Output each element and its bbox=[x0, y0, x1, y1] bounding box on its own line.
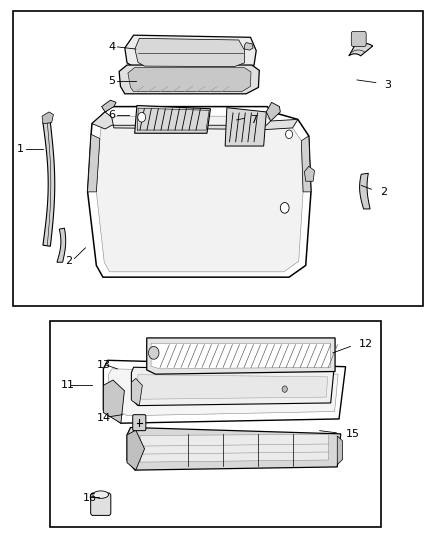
Polygon shape bbox=[57, 228, 66, 262]
Bar bbox=[50, 321, 381, 527]
Polygon shape bbox=[43, 123, 55, 246]
Polygon shape bbox=[140, 450, 328, 462]
Circle shape bbox=[148, 346, 159, 359]
FancyBboxPatch shape bbox=[351, 31, 366, 46]
Text: 5: 5 bbox=[109, 76, 116, 86]
Polygon shape bbox=[119, 65, 259, 94]
Circle shape bbox=[280, 203, 289, 213]
FancyBboxPatch shape bbox=[91, 493, 111, 515]
Polygon shape bbox=[337, 436, 343, 465]
Polygon shape bbox=[92, 112, 298, 130]
Text: 4: 4 bbox=[109, 42, 116, 52]
Polygon shape bbox=[103, 380, 124, 423]
Polygon shape bbox=[103, 360, 346, 423]
Circle shape bbox=[286, 130, 293, 139]
Circle shape bbox=[138, 112, 145, 122]
Polygon shape bbox=[109, 369, 338, 416]
Polygon shape bbox=[125, 35, 256, 70]
Text: 7: 7 bbox=[250, 115, 257, 125]
Text: 15: 15 bbox=[346, 430, 360, 439]
Polygon shape bbox=[140, 434, 328, 446]
Polygon shape bbox=[147, 338, 335, 374]
Polygon shape bbox=[244, 43, 253, 50]
Polygon shape bbox=[135, 38, 244, 67]
Text: 16: 16 bbox=[82, 494, 96, 503]
Polygon shape bbox=[136, 375, 328, 399]
Ellipse shape bbox=[93, 491, 109, 498]
Polygon shape bbox=[96, 116, 303, 272]
Text: 14: 14 bbox=[97, 414, 111, 423]
Polygon shape bbox=[127, 430, 145, 470]
Polygon shape bbox=[304, 166, 314, 181]
Text: 11: 11 bbox=[60, 380, 74, 390]
Text: 2: 2 bbox=[65, 256, 72, 266]
Polygon shape bbox=[131, 378, 142, 406]
Polygon shape bbox=[127, 427, 341, 470]
Polygon shape bbox=[140, 442, 328, 454]
Polygon shape bbox=[349, 43, 373, 56]
Polygon shape bbox=[42, 112, 53, 124]
Polygon shape bbox=[128, 68, 251, 92]
Text: 6: 6 bbox=[109, 110, 116, 120]
Text: 3: 3 bbox=[385, 80, 392, 90]
Polygon shape bbox=[88, 107, 311, 277]
Bar bbox=[13, 11, 423, 306]
Polygon shape bbox=[301, 136, 311, 192]
Polygon shape bbox=[225, 108, 266, 146]
Polygon shape bbox=[88, 134, 100, 192]
Text: 2: 2 bbox=[380, 187, 387, 197]
Text: 13: 13 bbox=[96, 360, 110, 370]
Circle shape bbox=[282, 386, 287, 392]
Text: 1: 1 bbox=[17, 144, 24, 154]
Polygon shape bbox=[360, 173, 370, 209]
Polygon shape bbox=[266, 102, 280, 121]
Polygon shape bbox=[131, 367, 334, 406]
Polygon shape bbox=[102, 100, 116, 112]
Text: 12: 12 bbox=[359, 339, 373, 349]
Polygon shape bbox=[135, 106, 210, 133]
FancyBboxPatch shape bbox=[133, 415, 146, 431]
Polygon shape bbox=[151, 343, 331, 369]
